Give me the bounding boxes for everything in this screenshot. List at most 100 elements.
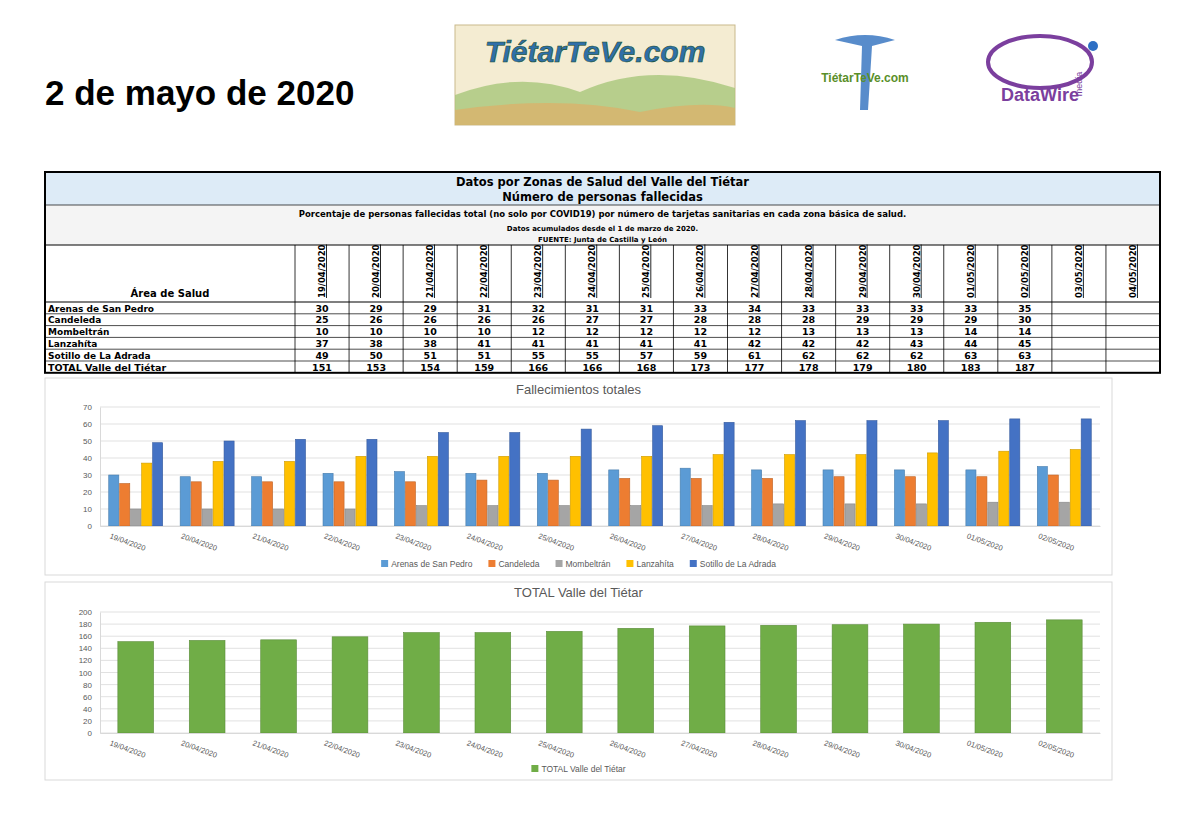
x-tick: 27/04/2020 — [680, 526, 718, 553]
table-cell: 38 — [424, 338, 438, 349]
bar — [109, 475, 119, 526]
bar — [763, 478, 773, 526]
x-axis-line — [101, 526, 1101, 527]
y-tick: 20 — [83, 717, 100, 726]
table-rule — [889, 245, 890, 373]
table-row-name: Lanzahíta — [48, 339, 97, 349]
x-tick: 23/04/2020 — [394, 733, 432, 760]
bar — [189, 640, 225, 733]
y-tick: 0 — [88, 729, 100, 738]
bar — [894, 470, 904, 526]
table-rule — [835, 245, 836, 373]
legend-item: Mombeltrán — [556, 559, 611, 569]
x-tick: 29/04/2020 — [823, 733, 861, 760]
table-title: Datos por Zonas de Salud del Valle del T… — [456, 175, 749, 189]
bar — [404, 633, 440, 733]
bar — [856, 455, 866, 526]
table-rule — [1051, 245, 1052, 373]
bar — [1059, 502, 1069, 526]
legend-label: TOTAL Valle del Tiétar — [541, 764, 625, 774]
table-cell: 27 — [640, 314, 653, 325]
table-cell: 180 — [907, 362, 927, 373]
table-cell: 30 — [315, 303, 329, 314]
x-tick-label: 23/04/2020 — [394, 738, 432, 759]
bar — [394, 472, 404, 526]
grid-line — [100, 509, 1100, 510]
y-tick-label: 0 — [88, 729, 93, 738]
y-tick-label: 0 — [88, 522, 93, 531]
table-cell: 27 — [586, 314, 599, 325]
table-cell: 154 — [420, 362, 440, 373]
y-tick-label: 50 — [83, 437, 92, 446]
bar — [488, 506, 498, 526]
table-row-name: Mombeltrán — [48, 327, 109, 337]
x-tick: 01/05/2020 — [966, 733, 1004, 760]
table-cell: 33 — [910, 303, 923, 314]
legend: Arenas de San PedroCandeledaMombeltránLa… — [381, 559, 776, 569]
x-tick: 30/04/2020 — [894, 733, 932, 760]
x-tick-label: 22/04/2020 — [323, 531, 361, 552]
y-tick-label: 30 — [83, 471, 92, 480]
table-row-header: Área de Salud — [131, 287, 210, 299]
table-cell: 33 — [694, 303, 707, 314]
table-rule — [45, 349, 1160, 350]
y-tick: 0 — [88, 522, 100, 531]
table-cell: 168 — [636, 362, 656, 373]
bar — [761, 625, 797, 733]
bar — [559, 506, 569, 526]
table-rule — [565, 245, 566, 373]
x-axis-line — [101, 733, 1101, 734]
y-tick-label: 140 — [79, 644, 93, 653]
table-cell: 166 — [528, 362, 548, 373]
table-column-header: 24/04/2020 — [587, 244, 597, 298]
bar — [916, 504, 926, 526]
x-tick: 26/04/2020 — [608, 526, 646, 553]
table-column-header: 01/05/2020 — [966, 244, 976, 298]
x-tick-label: 02/05/2020 — [1037, 738, 1075, 759]
bar — [618, 628, 654, 733]
table-cell: 62 — [910, 350, 923, 361]
background — [0, 0, 1200, 819]
y-tick: 120 — [79, 656, 100, 665]
legend-label: Mombeltrán — [566, 559, 611, 569]
table-rule — [997, 245, 998, 373]
x-tick-label: 27/04/2020 — [680, 531, 718, 552]
bar — [1048, 475, 1058, 526]
bar — [131, 509, 141, 526]
bar — [752, 470, 762, 526]
bar — [416, 506, 426, 526]
bar — [1046, 620, 1082, 733]
grid-line — [100, 733, 1100, 734]
table-cell: 62 — [856, 350, 869, 361]
x-tick-label: 01/05/2020 — [966, 531, 1004, 552]
table-cell: 28 — [748, 314, 762, 325]
bar — [774, 504, 784, 526]
bar — [153, 443, 163, 526]
table-cell: 61 — [748, 350, 761, 361]
table-cell: 31 — [478, 303, 491, 314]
table-cell: 13 — [856, 326, 869, 337]
bar — [905, 477, 915, 526]
bar — [834, 477, 844, 526]
x-tick: 26/04/2020 — [608, 733, 646, 760]
legend-item: TOTAL Valle del Tiétar — [531, 764, 625, 774]
bars — [118, 620, 1082, 733]
table-column-header: 19/04/2020 — [317, 244, 327, 298]
bar — [570, 456, 580, 526]
table-cell: 59 — [694, 350, 707, 361]
table-rule — [295, 245, 296, 373]
y-axis: 020406080100120140160180200 — [79, 608, 101, 738]
x-tick: 28/04/2020 — [751, 526, 789, 553]
y-tick-label: 10 — [83, 505, 92, 514]
table-cell: 42 — [748, 338, 761, 349]
bar — [356, 456, 366, 526]
bar — [702, 506, 712, 526]
table-rule — [45, 361, 1160, 362]
y-tick: 20 — [83, 488, 100, 497]
bar — [345, 509, 355, 526]
x-tick: 27/04/2020 — [680, 733, 718, 760]
table-source: FUENTE: Junta de Castilla y León — [538, 236, 667, 244]
legend-label: Arenas de San Pedro — [391, 559, 473, 569]
table-cell: 41 — [586, 338, 599, 349]
bar — [546, 631, 582, 733]
